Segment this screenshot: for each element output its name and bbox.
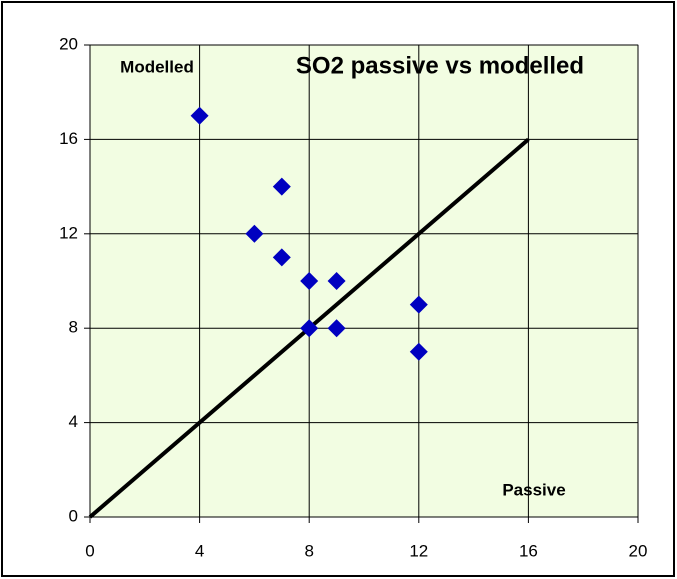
y-tick-label: 16 — [59, 129, 78, 148]
y-axis-label: Modelled — [120, 57, 194, 76]
data-point — [327, 272, 346, 290]
x-tick-label: 12 — [409, 541, 428, 560]
data-point — [245, 224, 264, 243]
chart-title: SO2 passive vs modelled — [296, 52, 584, 79]
data-point — [272, 248, 291, 267]
y-tick-label: 20 — [59, 34, 78, 53]
x-axis-label: Passive — [502, 480, 565, 499]
x-tick-label: 8 — [304, 541, 313, 560]
plot-layer — [89, 44, 639, 518]
data-point — [190, 106, 209, 125]
data-point — [327, 319, 346, 338]
x-tick-label: 16 — [519, 541, 538, 560]
y-tick-label: 4 — [69, 412, 78, 431]
y-tick-label: 12 — [59, 223, 78, 242]
data-point — [300, 272, 319, 290]
data-point — [409, 295, 428, 314]
data-point — [300, 319, 319, 338]
data-point — [272, 177, 291, 196]
x-tick-label: 0 — [85, 541, 94, 560]
y-tick-label: 0 — [69, 506, 78, 525]
y-tick-label: 8 — [69, 318, 78, 337]
x-tick-label: 20 — [629, 541, 648, 560]
data-point — [409, 342, 428, 361]
x-tick-label: 4 — [195, 541, 204, 560]
